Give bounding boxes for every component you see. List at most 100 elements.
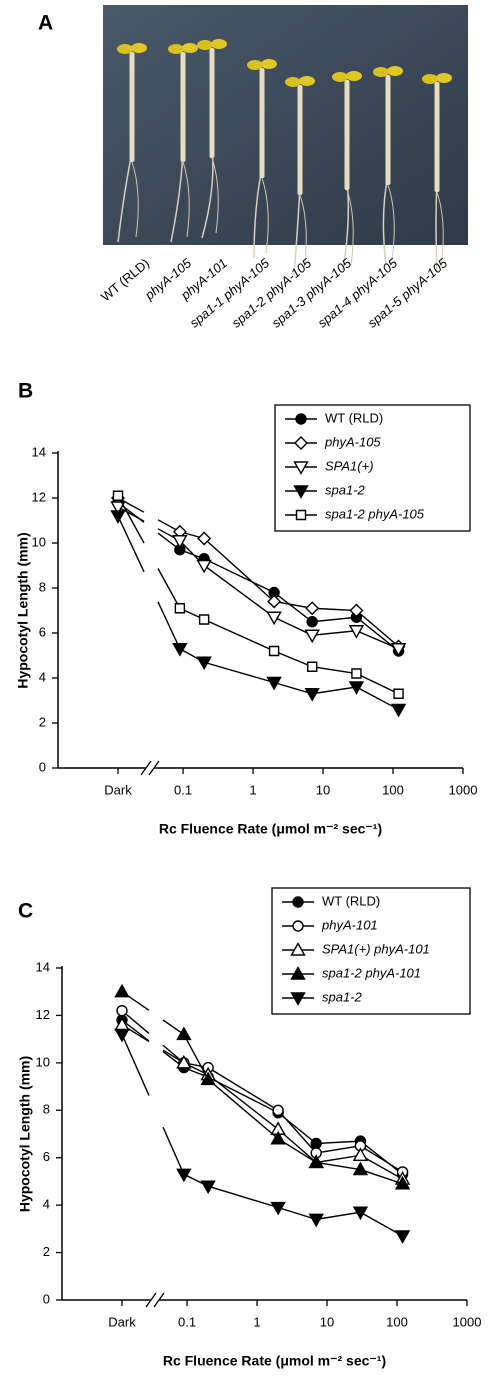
marker xyxy=(266,676,282,691)
marker xyxy=(310,1137,322,1150)
marker xyxy=(196,559,212,574)
marker xyxy=(306,616,318,628)
root xyxy=(261,177,269,254)
marker xyxy=(394,1230,411,1244)
break-connector xyxy=(117,506,145,522)
y-tick-label: 0 xyxy=(39,759,46,774)
axis-break xyxy=(145,1292,157,1308)
stem xyxy=(129,52,135,162)
marker xyxy=(270,1130,286,1145)
marker xyxy=(268,645,280,657)
x-tick-label: 100 xyxy=(382,782,404,797)
legend-label: phyA-101 xyxy=(321,917,378,932)
x-tick-label: 1 xyxy=(253,1314,260,1329)
marker xyxy=(112,490,124,501)
cotyledon xyxy=(211,39,227,49)
x-axis-title: Rc Fluence Rate (μmol m⁻² sec⁻¹) xyxy=(159,821,382,837)
x-tick-label: 0.1 xyxy=(174,782,192,797)
y-tick-label: 2 xyxy=(43,1244,50,1259)
cotyledon xyxy=(131,43,147,53)
x-axis-title: Rc Fluence Rate (μmol m⁻² sec⁻¹) xyxy=(163,1353,386,1369)
marker xyxy=(270,1201,286,1216)
y-tick-label: 4 xyxy=(39,669,46,684)
cotyledon xyxy=(247,60,263,70)
series-line xyxy=(179,549,399,652)
break-connector xyxy=(157,568,181,609)
marker xyxy=(110,501,126,515)
series-line xyxy=(179,607,399,695)
cotyledon xyxy=(285,77,301,87)
y-tick-label: 6 xyxy=(43,1149,50,1164)
marker xyxy=(308,1154,324,1169)
marker xyxy=(114,983,130,998)
cotyledon xyxy=(299,76,315,86)
stem xyxy=(259,68,265,178)
y-tick-label: 2 xyxy=(39,714,46,729)
panel-label: C xyxy=(18,900,33,923)
legend-marker xyxy=(292,920,304,932)
seedling-label: WT (RLD) xyxy=(98,255,152,304)
root xyxy=(131,161,139,238)
stem xyxy=(209,48,215,158)
root xyxy=(346,189,354,266)
marker xyxy=(172,535,188,549)
series-line xyxy=(183,1062,403,1173)
stem xyxy=(434,82,440,192)
marker xyxy=(348,625,365,639)
marker xyxy=(110,510,126,524)
y-tick-label: 12 xyxy=(32,489,46,504)
cotyledon xyxy=(168,44,184,54)
cotyledon xyxy=(346,71,362,81)
break-connector xyxy=(162,1049,185,1064)
legend-label: SPA1(+) phyA-101 xyxy=(322,941,430,956)
break-connector xyxy=(121,1010,150,1034)
marker xyxy=(393,688,404,699)
y-tick-label: 8 xyxy=(43,1102,50,1117)
x-tick-label: 10 xyxy=(316,782,330,797)
marker xyxy=(272,1104,284,1116)
x-tick-label: 100 xyxy=(386,1314,408,1329)
axis-break xyxy=(153,1292,165,1308)
legend-marker xyxy=(290,992,306,1006)
axis-break xyxy=(140,760,152,776)
marker xyxy=(176,1026,192,1041)
stem xyxy=(385,75,391,185)
break-connector xyxy=(121,1034,150,1096)
seedlings xyxy=(117,39,452,276)
marker xyxy=(172,643,188,657)
marker xyxy=(348,681,365,695)
axis-break xyxy=(148,760,160,776)
marker xyxy=(349,603,364,618)
legend-marker xyxy=(294,436,308,450)
marker xyxy=(114,1028,130,1043)
legend-label: spa1-2 phyA-105 xyxy=(325,506,425,521)
y-tick-label: 6 xyxy=(39,624,46,639)
y-tick-label: 12 xyxy=(36,1007,50,1022)
marker xyxy=(306,661,318,672)
y-tick-label: 10 xyxy=(32,534,46,549)
marker xyxy=(390,703,407,718)
y-axis-title: Hypocotyl Length (mm) xyxy=(17,1056,33,1212)
x-tick-label: 1000 xyxy=(449,782,478,797)
panel-label: B xyxy=(18,380,33,403)
legend-marker xyxy=(293,485,309,499)
marker xyxy=(351,668,362,679)
y-tick-label: 10 xyxy=(36,1054,50,1069)
x-tick-label: 1000 xyxy=(453,1314,482,1329)
legend-label: phyA-105 xyxy=(324,434,381,449)
marker xyxy=(352,1147,369,1162)
legend-marker xyxy=(292,896,304,908)
seedling-label: spa1-4 phyA-105 xyxy=(315,255,401,331)
series-line xyxy=(179,531,400,648)
marker xyxy=(116,1004,128,1017)
root xyxy=(436,191,444,268)
cotyledon xyxy=(436,73,452,83)
break-connector xyxy=(117,515,145,573)
y-tick-label: 0 xyxy=(43,1291,50,1306)
legend-label: spa1-2 xyxy=(325,482,366,497)
root xyxy=(211,157,219,234)
marker xyxy=(304,629,320,644)
legend-marker xyxy=(290,966,306,980)
marker xyxy=(305,601,320,616)
legend-box xyxy=(274,404,471,532)
